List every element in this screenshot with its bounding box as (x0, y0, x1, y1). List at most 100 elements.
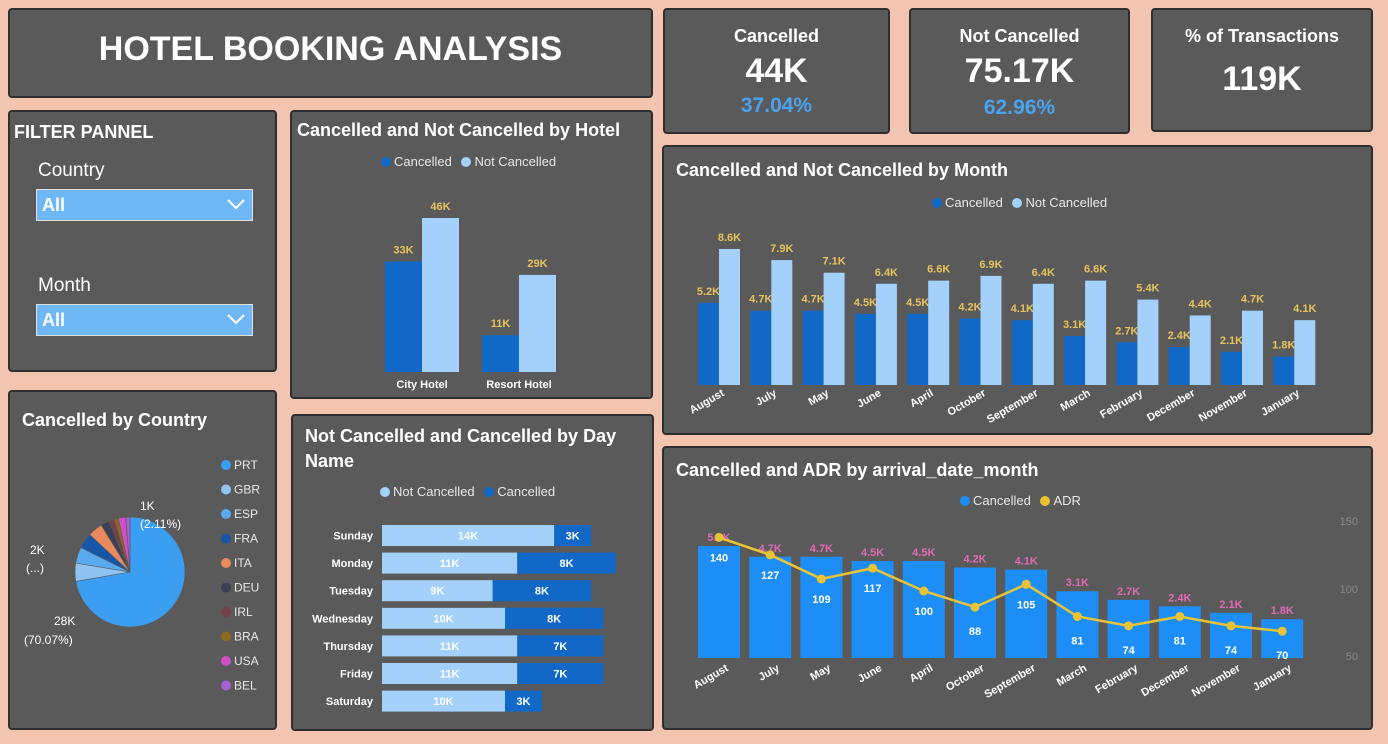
adr-data-label: 74 (1225, 645, 1238, 657)
adr-data-label: 74 (1122, 645, 1135, 657)
y2-tick-label: 100 (1340, 584, 1358, 596)
bar-not-cancelled (422, 218, 459, 372)
legend-label: GBR (234, 483, 260, 497)
page-title: HOTEL BOOKING ANALYSIS (98, 30, 563, 68)
x-tick-label: December (1145, 387, 1198, 424)
country-chart-title: Cancelled by Country (22, 410, 208, 430)
adr-point (1175, 611, 1185, 621)
pie-slice-prt (75, 516, 186, 628)
data-label: 11K (440, 558, 460, 570)
data-label: 4.7K (810, 543, 833, 555)
data-label: 11K (440, 641, 460, 653)
legend-swatch (221, 582, 231, 593)
adr-point (970, 602, 980, 612)
y-tick-label: Saturday (326, 696, 374, 708)
x-tick-label: August (692, 662, 731, 692)
bar-cancelled (1168, 347, 1190, 385)
chevron-down-icon (227, 314, 245, 325)
bar-cancelled (517, 663, 604, 684)
bar-cancelled (698, 302, 719, 385)
bar-cancelled (1064, 335, 1086, 385)
legend-label: USA (234, 654, 259, 668)
month-dropdown-value: All (42, 310, 66, 330)
data-label: 7K (553, 669, 567, 681)
data-label: 11K (440, 669, 460, 681)
month-dropdown[interactable]: All (36, 304, 253, 336)
data-label: 6.6K (1084, 264, 1107, 276)
data-label: 3K (516, 696, 530, 708)
legend-swatch (221, 656, 231, 666)
legend-label: DEU (234, 581, 259, 595)
y-tick-label: Sunday (333, 531, 374, 543)
legend-cancelled-swatch (381, 157, 391, 167)
data-label: 4.5K (906, 297, 929, 309)
legend-swatch (221, 631, 231, 642)
adr-data-label: 88 (969, 626, 981, 638)
y-tick-label: Thursday (323, 641, 373, 653)
country-dropdown[interactable]: All (36, 189, 253, 221)
x-tick-label: July (754, 387, 780, 409)
data-label: 8.6K (718, 232, 741, 244)
day-chart-legend: Not Cancelled Cancelled (380, 484, 555, 499)
data-label: 3K (566, 531, 580, 543)
bar-cancelled (517, 635, 604, 657)
bar-cancelled (802, 310, 824, 385)
data-label: 46K (430, 201, 450, 213)
data-label: 7.1K (822, 256, 845, 268)
filter-panel: FILTER PANNEL Country All Month All (8, 110, 277, 372)
data-label: 5.4K (1136, 283, 1159, 295)
x-tick-label: November (1190, 662, 1243, 700)
adr-point (1072, 611, 1082, 621)
data-label: 4.2K (963, 554, 986, 566)
adr-chart-legend: Cancelled ADR (960, 493, 1081, 508)
bar-not-cancelled (1085, 280, 1107, 385)
adr-point (1124, 621, 1134, 631)
bar-not-cancelled (382, 580, 493, 602)
day-chart-card: Not Cancelled and Cancelled by Day Name … (291, 414, 654, 731)
legend-swatch (221, 533, 231, 544)
y-tick-label: Wednesday (312, 613, 374, 625)
legend-label: BEL (234, 679, 257, 693)
adr-point (1226, 621, 1236, 631)
adr-point (1021, 579, 1031, 589)
data-label: 4.5K (861, 547, 884, 559)
data-label: 4.1K (1015, 556, 1038, 568)
bar-cancelled (482, 335, 519, 372)
bar-cancelled (1261, 619, 1304, 658)
hotel-chart-card: Cancelled and Not Cancelled by Hotel Can… (290, 110, 653, 399)
data-label: 2.4K (1168, 330, 1191, 342)
adr-chart-card: Cancelled and ADR by arrival_date_month … (662, 446, 1373, 730)
x-tick-label: February (1098, 387, 1146, 421)
data-label: 1.8K (1271, 605, 1294, 617)
month-chart-card: Cancelled and Not Cancelled by Month Can… (662, 145, 1373, 435)
x-tick-label: January (1251, 662, 1294, 694)
bar-not-cancelled (823, 272, 845, 385)
bar-cancelled (698, 546, 740, 658)
x-tick-label: November (1197, 387, 1250, 425)
title-card: HOTEL BOOKING ANALYSIS (8, 8, 653, 98)
legend-swatch (221, 680, 231, 691)
legend-cancelled-label: Cancelled (973, 493, 1031, 508)
pie-data-label: (2.11%) (140, 517, 181, 531)
data-label: 6.4K (875, 267, 898, 279)
bar-cancelled (954, 567, 996, 658)
adr-chart-title: Cancelled and ADR by arrival_date_month (676, 460, 1039, 480)
bar-not-cancelled (382, 663, 518, 684)
data-label: 4.1K (1293, 303, 1316, 315)
data-label: 6.4K (1032, 267, 1055, 279)
x-tick-label: February (1093, 662, 1141, 696)
x-tick-label: March (1059, 387, 1093, 414)
kpi-cancelled-value: 44K (745, 52, 808, 90)
legend-label: BRA (234, 630, 259, 644)
legend-label: ITA (234, 556, 252, 570)
bar-not-cancelled (382, 690, 505, 712)
x-tick-label: April (908, 662, 936, 685)
legend-not-cancelled-swatch (461, 157, 472, 167)
legend-label: IRL (234, 605, 253, 619)
adr-point (868, 563, 878, 573)
legend-swatch (221, 484, 231, 495)
data-label: 4.4K (1189, 298, 1212, 310)
kpi-not-cancelled-card: Not Cancelled 75.17K 62.96% (909, 8, 1130, 134)
bar-not-cancelled (382, 607, 505, 629)
x-tick-label: October (945, 387, 988, 419)
